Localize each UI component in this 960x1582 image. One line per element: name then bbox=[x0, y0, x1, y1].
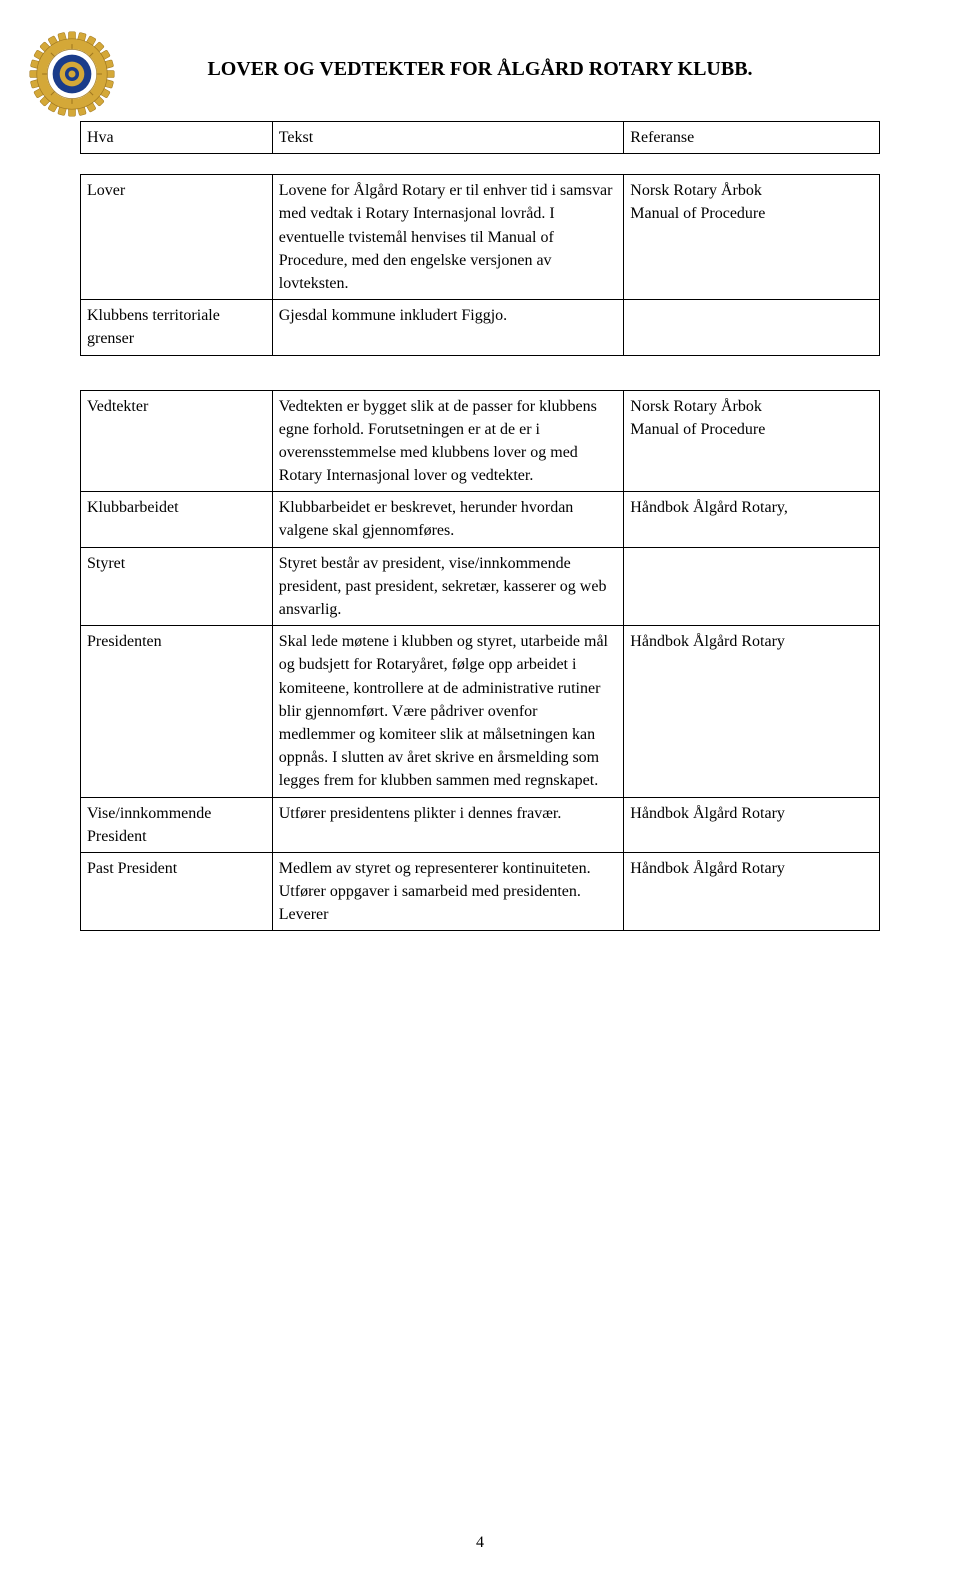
cell-hva: Klubbarbeidet bbox=[81, 492, 273, 547]
table-row: Styret Styret består av president, vise/… bbox=[81, 547, 880, 626]
cell-tekst: Lovene for Ålgård Rotary er til enhver t… bbox=[272, 175, 624, 300]
cell-hva: Lover bbox=[81, 175, 273, 300]
column-header-hva: Hva bbox=[81, 122, 273, 154]
page-title: LOVER OG VEDTEKTER FOR ÅLGÅRD ROTARY KLU… bbox=[80, 58, 880, 81]
cell-tekst: Utfører presidentens plikter i dennes fr… bbox=[272, 797, 624, 852]
cell-tekst: Skal lede møtene i klubben og styret, ut… bbox=[272, 626, 624, 797]
cell-hva: Vise/innkommende President bbox=[81, 797, 273, 852]
cell-ref: Håndbok Ålgård Rotary bbox=[624, 797, 880, 852]
cell-ref bbox=[624, 547, 880, 626]
cell-hva: Styret bbox=[81, 547, 273, 626]
cell-ref: Håndbok Ålgård Rotary, bbox=[624, 492, 880, 547]
page-number: 4 bbox=[0, 1534, 960, 1552]
cell-hva: Vedtekter bbox=[81, 390, 273, 492]
cell-hva: Presidenten bbox=[81, 626, 273, 797]
table-row: Lover Lovene for Ålgård Rotary er til en… bbox=[81, 175, 880, 300]
table-row: Presidenten Skal lede møtene i klubben o… bbox=[81, 626, 880, 797]
table-row: Past President Medlem av styret og repre… bbox=[81, 852, 880, 931]
cell-tekst: Styret består av president, vise/innkomm… bbox=[272, 547, 624, 626]
cell-ref bbox=[624, 300, 880, 355]
cell-tekst: Gjesdal kommune inkludert Figgjo. bbox=[272, 300, 624, 355]
rotary-logo bbox=[28, 30, 116, 118]
cell-tekst: Klubbarbeidet er beskrevet, herunder hvo… bbox=[272, 492, 624, 547]
table-header-row: Hva Tekst Referanse bbox=[81, 122, 880, 154]
table-row: Vedtekter Vedtekten er bygget slik at de… bbox=[81, 390, 880, 492]
header-table: Hva Tekst Referanse bbox=[80, 121, 880, 154]
cell-tekst: Vedtekten er bygget slik at de passer fo… bbox=[272, 390, 624, 492]
document-page: LOVER OG VEDTEKTER FOR ÅLGÅRD ROTARY KLU… bbox=[0, 0, 960, 1582]
cell-hva: Past President bbox=[81, 852, 273, 931]
table-row: Vise/innkommende President Utfører presi… bbox=[81, 797, 880, 852]
cell-ref: Håndbok Ålgård Rotary bbox=[624, 626, 880, 797]
cell-ref: Norsk Rotary ÅrbokManual of Procedure bbox=[624, 390, 880, 492]
table-vedtekter: Vedtekter Vedtekten er bygget slik at de… bbox=[80, 390, 880, 932]
cell-hva: Klubbens territoriale grenser bbox=[81, 300, 273, 355]
column-header-tekst: Tekst bbox=[272, 122, 624, 154]
table-row: Klubbarbeidet Klubbarbeidet er beskrevet… bbox=[81, 492, 880, 547]
cell-ref: Håndbok Ålgård Rotary bbox=[624, 852, 880, 931]
table-lover: Lover Lovene for Ålgård Rotary er til en… bbox=[80, 174, 880, 355]
cell-tekst: Medlem av styret og representerer kontin… bbox=[272, 852, 624, 931]
table-row: Klubbens territoriale grenser Gjesdal ko… bbox=[81, 300, 880, 355]
column-header-referanse: Referanse bbox=[624, 122, 880, 154]
cell-ref: Norsk Rotary ÅrbokManual of Procedure bbox=[624, 175, 880, 300]
